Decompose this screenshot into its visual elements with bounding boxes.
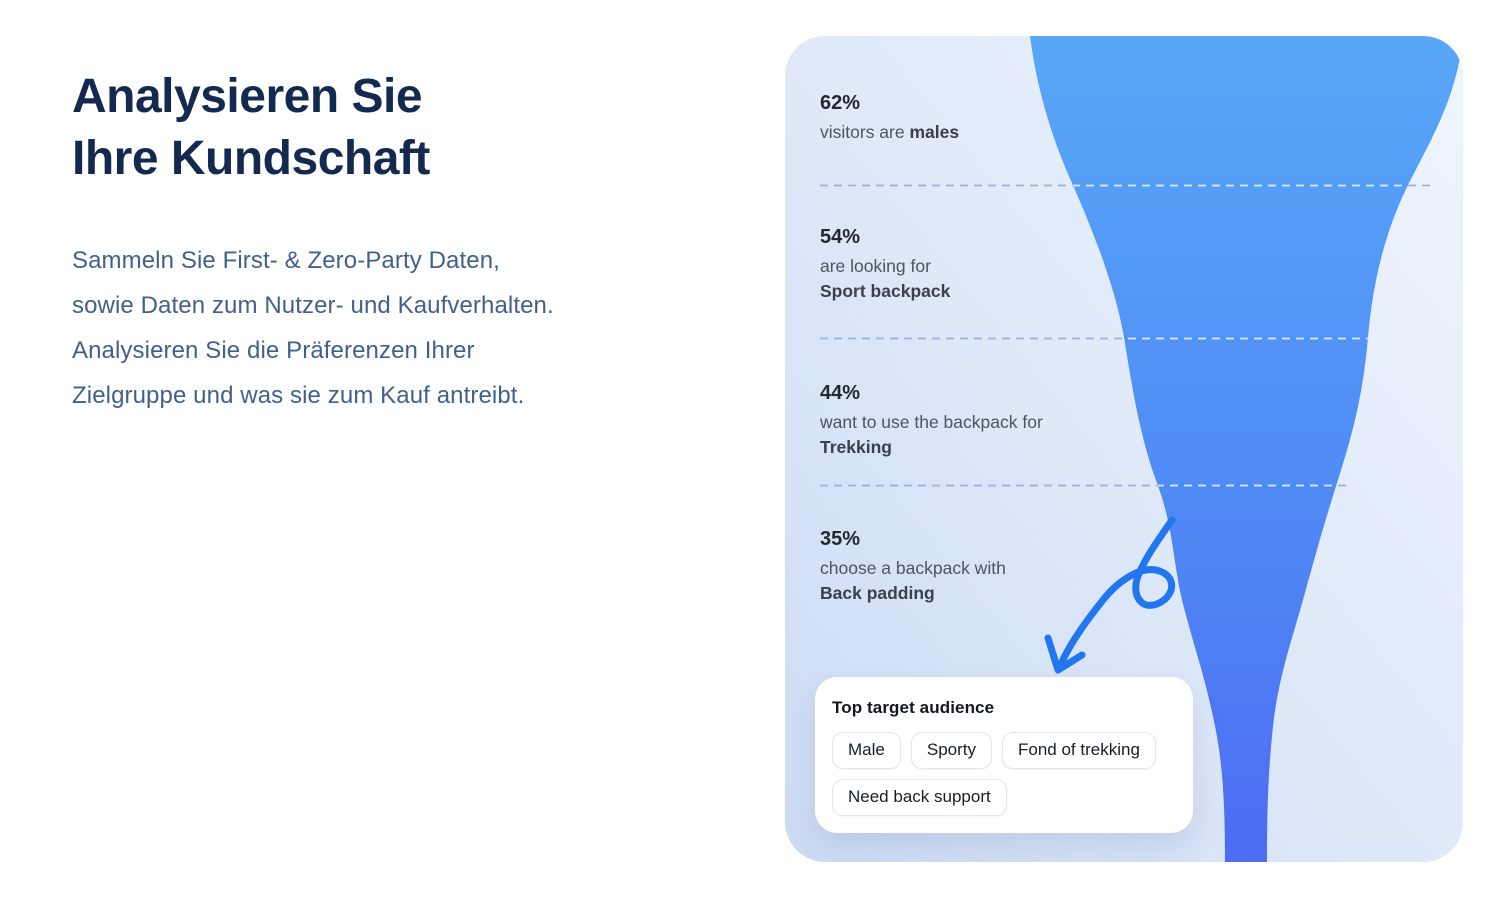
funnel-shape	[1030, 36, 1463, 862]
stat-percent: 35%	[820, 528, 861, 550]
hero-paragraph-line: Analysieren Sie die Präferenzen Ihrer	[72, 337, 475, 364]
stat-percent: 54%	[820, 226, 861, 248]
audience-tag-need-back-support: Need back support	[832, 779, 1007, 816]
funnel-panel: 62% visitors are males 54% are looking f…	[785, 36, 1463, 862]
funnel-chart	[820, 36, 1463, 862]
hero-paragraph-line: Sammeln Sie First- & Zero-Party Daten,	[72, 247, 500, 274]
arrow-doodle-icon	[1044, 516, 1176, 674]
stat-percent: 44%	[820, 382, 861, 404]
audience-tag-list: Male Sporty Fond of trekking Need back s…	[832, 732, 1176, 816]
hero-paragraph: Sammeln Sie First- & Zero-Party Daten, s…	[72, 238, 554, 418]
audience-tag-fond-of-trekking: Fond of trekking	[1002, 732, 1156, 769]
funnel-stage-2: 54% are looking for Sport backpack	[820, 224, 1130, 304]
stat-description: choose a backpack with Back padding	[820, 558, 1006, 603]
audience-card: Top target audience Male Sporty Fond of …	[815, 677, 1193, 833]
funnel-stage-3: 44% want to use the backpack for Trekkin…	[820, 380, 1130, 460]
stat-percent: 62%	[820, 92, 861, 114]
audience-card-title: Top target audience	[832, 698, 995, 717]
stat-description: are looking for Sport backpack	[820, 256, 951, 301]
funnel-stage-4: 35% choose a backpack with Back padding	[820, 526, 1130, 606]
page-title-line-1: Analysieren Sie	[72, 70, 423, 123]
page-title: Analysieren Sie Ihre Kundschaft	[72, 66, 430, 190]
audience-tag-male: Male	[832, 732, 901, 769]
hero-paragraph-line: sowie Daten zum Nutzer- und Kaufverhalte…	[72, 292, 554, 319]
funnel-stage-1: 62% visitors are males	[820, 90, 1130, 145]
hero-paragraph-line: Zielgruppe und was sie zum Kauf antreibt…	[72, 382, 525, 409]
audience-tag-sporty: Sporty	[910, 732, 992, 769]
stat-description: visitors are males	[820, 122, 960, 142]
stat-description: want to use the backpack for Trekking	[820, 412, 1043, 457]
page-title-line-2: Ihre Kundschaft	[72, 132, 430, 185]
